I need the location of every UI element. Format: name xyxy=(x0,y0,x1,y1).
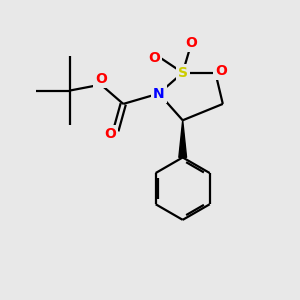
Text: N: N xyxy=(153,86,165,100)
Text: S: S xyxy=(178,66,188,80)
Text: O: O xyxy=(186,36,197,50)
Polygon shape xyxy=(179,120,187,158)
Text: O: O xyxy=(104,127,116,141)
Text: O: O xyxy=(148,51,160,65)
Text: O: O xyxy=(95,72,107,86)
Text: O: O xyxy=(215,64,227,78)
